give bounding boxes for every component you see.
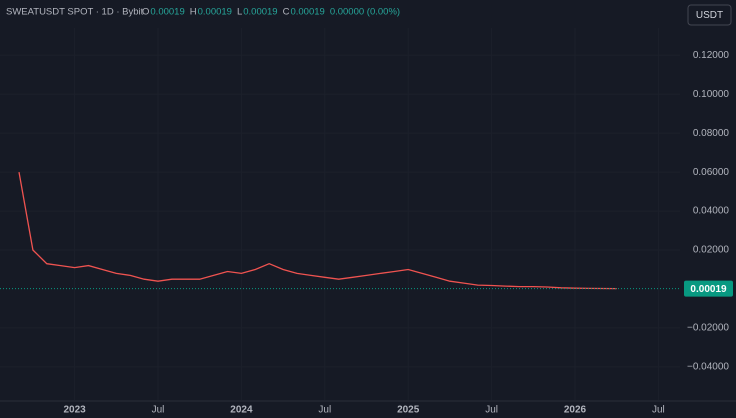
x-tick-label: Jul [652, 405, 665, 416]
price-line [18, 171, 617, 290]
last-price-label: 0.00019 [690, 284, 727, 295]
ohlc-value: 0.00019 [198, 7, 232, 18]
last-price-box [684, 280, 733, 297]
x-tick-label: Jul [152, 405, 165, 416]
x-tick-label: Jul [318, 405, 331, 416]
x-tick-label: 2025 [397, 405, 420, 416]
currency-button[interactable] [687, 4, 732, 26]
x-tick-label: 2024 [230, 405, 253, 416]
y-tick-label: 0.04000 [693, 206, 730, 217]
ohlc-value: 0.00019 [150, 7, 184, 18]
ohlc-key: O [142, 7, 149, 18]
ohlc-key: L [237, 7, 242, 18]
currency-label[interactable]: USDT [696, 10, 723, 21]
ohlc-value: 0.00019 [243, 7, 277, 18]
x-tick-label: 2023 [63, 405, 86, 416]
change: 0.00000 (0.00%) [330, 7, 400, 18]
y-tick-label: 0.02000 [693, 245, 730, 256]
x-tick-label: 2026 [564, 405, 587, 416]
chart-title: SWEATUSDT SPOT · 1D · Bybit [6, 7, 144, 18]
y-tick-label: 0.08000 [693, 128, 730, 139]
y-tick-label: −0.04000 [687, 362, 729, 373]
ohlc-key: C [283, 7, 290, 18]
x-tick-label: Jul [485, 405, 498, 416]
y-tick-label: 0.06000 [693, 167, 730, 178]
ohlc-key: H [190, 7, 197, 18]
y-tick-label: −0.02000 [687, 323, 729, 334]
y-tick-label: 0.10000 [693, 89, 730, 100]
ohlc-legend: O 0.00019 H 0.00019 L 0.00019 C 0.00019 0.00000 … [142, 7, 400, 18]
y-tick-label: 0.12000 [693, 50, 730, 61]
ohlc-value: 0.00019 [290, 7, 324, 18]
